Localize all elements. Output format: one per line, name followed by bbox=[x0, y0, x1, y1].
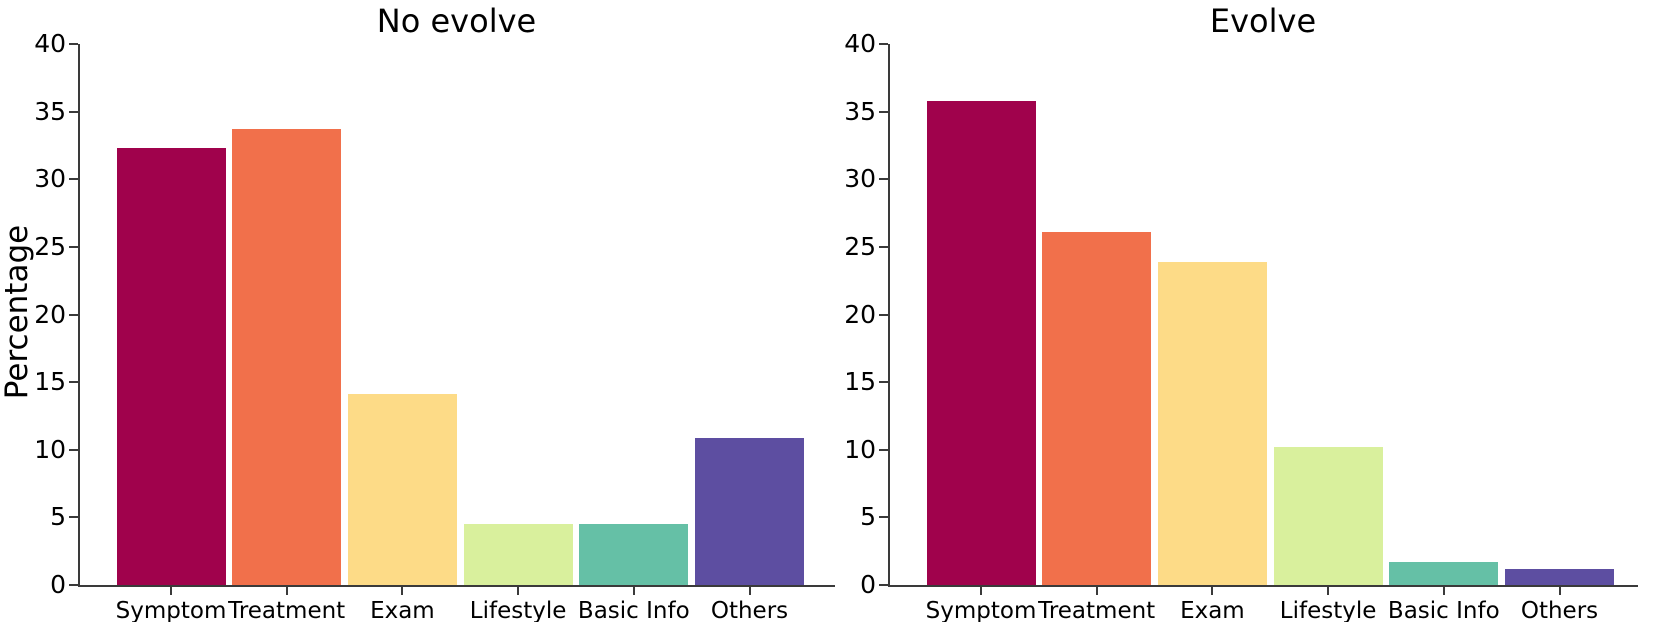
bar-exam bbox=[1157, 261, 1267, 585]
bar-treatment bbox=[1042, 232, 1152, 585]
y-tick-label: 15 bbox=[34, 367, 66, 397]
x-tick-label: Basic Info bbox=[577, 598, 690, 622]
x-tick-mark bbox=[401, 587, 404, 595]
x-tick-mark bbox=[632, 587, 635, 595]
y-tick-mark bbox=[879, 448, 888, 451]
y-tick-mark bbox=[879, 110, 888, 113]
y-tick-mark bbox=[69, 448, 78, 451]
x-tick-mark bbox=[748, 587, 751, 595]
x-tick-label: Treatment bbox=[228, 598, 346, 622]
x-tick-label: Others bbox=[1520, 598, 1599, 622]
x-tick-mark bbox=[170, 587, 172, 595]
x-tick-mark bbox=[285, 587, 288, 595]
bar-others bbox=[1505, 568, 1614, 585]
y-axis-label: Percentage bbox=[0, 224, 35, 400]
y-tick-mark bbox=[879, 584, 888, 586]
y-tick-mark bbox=[69, 43, 78, 45]
x-tick-label: Symptom bbox=[925, 598, 1037, 622]
x-tick-label: Symptom bbox=[115, 598, 227, 622]
y-tick-label: 10 bbox=[844, 434, 876, 464]
x-tick-label: Exam bbox=[1180, 598, 1245, 622]
bar-symptom bbox=[116, 148, 226, 585]
y-tick-mark bbox=[69, 110, 78, 113]
y-tick-mark bbox=[69, 245, 78, 248]
y-tick-label: 20 bbox=[844, 299, 876, 329]
y-tick-label: 15 bbox=[844, 367, 876, 397]
y-tick-label: 20 bbox=[34, 299, 66, 329]
y-tick-mark bbox=[69, 516, 78, 519]
x-tick-label: Others bbox=[710, 598, 789, 622]
chart-title: Evolve bbox=[1209, 2, 1317, 40]
y-tick-mark bbox=[69, 381, 78, 384]
x-tick-mark bbox=[1095, 587, 1098, 595]
y-tick-label: 35 bbox=[844, 96, 876, 126]
y-tick-mark bbox=[879, 43, 888, 45]
y-tick-mark bbox=[69, 584, 78, 586]
y-tick-label: 0 bbox=[860, 570, 876, 599]
x-tick-mark bbox=[1211, 587, 1214, 595]
bar-lifestyle bbox=[463, 524, 573, 585]
y-tick-label: 0 bbox=[50, 570, 66, 599]
y-tick-mark bbox=[879, 178, 888, 181]
bar-others bbox=[695, 437, 804, 585]
x-tick-label: Lifestyle bbox=[1279, 598, 1377, 622]
x-tick-mark bbox=[1442, 587, 1445, 595]
x-tick-mark bbox=[1558, 587, 1561, 595]
y-tick-label: 30 bbox=[34, 164, 66, 194]
y-tick-mark bbox=[879, 516, 888, 519]
bar-symptom bbox=[926, 100, 1036, 585]
y-tick-mark bbox=[69, 178, 78, 181]
y-tick-mark bbox=[69, 313, 78, 316]
y-tick-label: 10 bbox=[34, 434, 66, 464]
subplot-evolve: Evolve 0 5 10 15 20 25 30 35 40 Symptom Treatment E… bbox=[844, 0, 1638, 622]
y-tick-label: 25 bbox=[34, 231, 66, 261]
x-tick-label: Basic Info bbox=[1387, 598, 1500, 622]
bar-basic-info bbox=[579, 524, 689, 585]
plot-area: 0 5 10 15 20 25 30 35 40 Symptom Treatment Exam Life… bbox=[34, 29, 835, 622]
chart-title: No evolve bbox=[376, 2, 537, 40]
x-tick-mark bbox=[1327, 587, 1330, 595]
y-tick-label: 25 bbox=[844, 231, 876, 261]
y-tick-mark bbox=[879, 381, 888, 384]
y-tick-mark bbox=[879, 245, 888, 248]
x-tick-mark bbox=[980, 587, 982, 595]
x-tick-label: Exam bbox=[370, 598, 435, 622]
bar-exam bbox=[347, 394, 457, 585]
plot-area: 0 5 10 15 20 25 30 35 40 Symptom Treatment Exam Life… bbox=[844, 29, 1638, 622]
y-tick-label: 40 bbox=[34, 29, 66, 58]
y-tick-mark bbox=[879, 313, 888, 316]
bar-treatment bbox=[232, 129, 342, 585]
bar-lifestyle bbox=[1273, 447, 1383, 585]
x-tick-label: Treatment bbox=[1038, 598, 1156, 622]
y-tick-label: 35 bbox=[34, 96, 66, 126]
y-tick-label: 5 bbox=[860, 502, 876, 532]
x-tick-label: Lifestyle bbox=[469, 598, 567, 622]
y-tick-label: 40 bbox=[844, 29, 876, 58]
y-tick-label: 5 bbox=[50, 502, 66, 532]
subplot-no-evolve: No evolve 0 5 10 15 20 25 30 35 40 Symptom Treatme… bbox=[34, 0, 835, 622]
x-tick-mark bbox=[517, 587, 520, 595]
bar-basic-info bbox=[1389, 562, 1499, 585]
y-tick-label: 30 bbox=[844, 164, 876, 194]
